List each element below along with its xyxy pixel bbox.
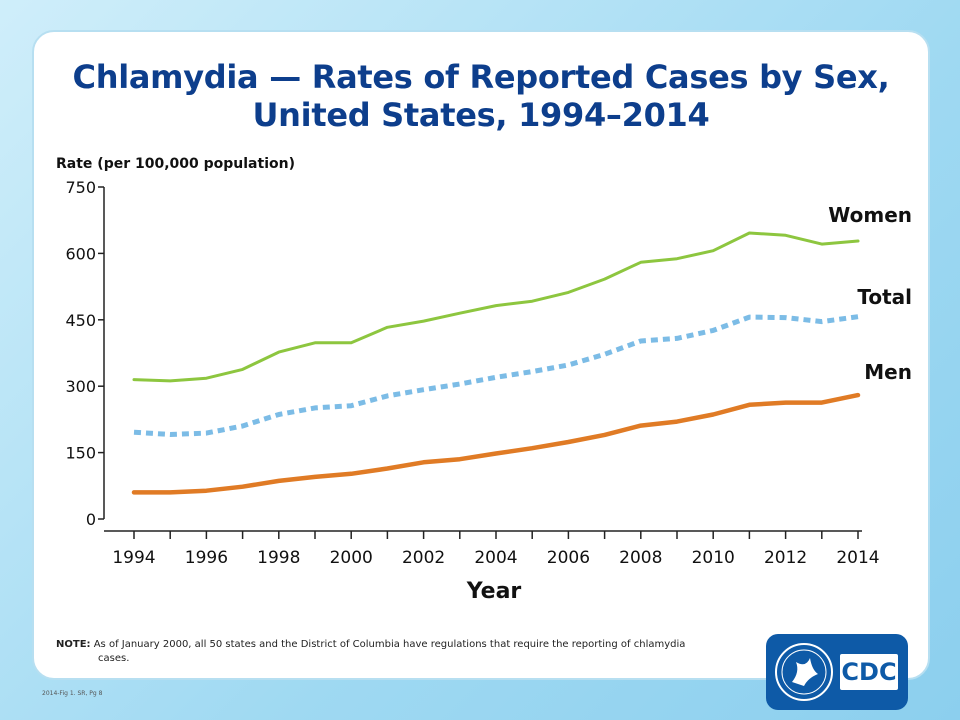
cdc-badge: CDC [840, 654, 898, 690]
hhs-seal-icon [775, 643, 833, 701]
y-tick-label: 600 [65, 244, 96, 263]
y-tick-label: 450 [65, 311, 96, 330]
cdc-logo-text: CDC [841, 658, 897, 686]
y-tick-label: 150 [65, 444, 96, 463]
y-tick-label: 300 [65, 377, 96, 396]
x-tick-label: 2000 [330, 548, 373, 568]
note-text-2: cases. [98, 653, 130, 664]
series-label-women: Women [828, 203, 912, 227]
note-text-1: As of January 2000, all 50 states and th… [93, 639, 686, 650]
y-tick-label: 750 [65, 178, 96, 197]
x-axis-label: Year [466, 579, 522, 604]
x-tick-label: 2014 [836, 548, 879, 568]
x-tick-label: 2010 [692, 548, 735, 568]
title-line-2: United States, 1994–2014 [252, 96, 710, 134]
x-tick-label: 2002 [402, 548, 445, 568]
x-tick-label: 2008 [619, 548, 662, 568]
x-tick-label: 2004 [474, 548, 517, 568]
chart-title: Chlamydia — Rates of Reported Cases by S… [32, 58, 930, 134]
x-tick-label: 1994 [112, 548, 155, 568]
content-panel [32, 30, 930, 680]
figure-reference: 2014-Fig 1. SR, Pg 8 [42, 690, 103, 697]
cdc-logo: CDC [766, 634, 908, 710]
series-line-women [132, 231, 860, 383]
x-tick-label: 1998 [257, 548, 300, 568]
series-line-total [133, 314, 859, 437]
y-axis-label: Rate (per 100,000 population) [56, 156, 295, 172]
x-tick-label: 1996 [185, 548, 228, 568]
note-label: NOTE: [56, 639, 91, 650]
title-line-1: Chlamydia — Rates of Reported Cases by S… [72, 58, 890, 96]
series-line-men [131, 392, 861, 495]
series-label-total: Total [857, 285, 912, 309]
chart-note: NOTE: As of January 2000, all 50 states … [56, 638, 706, 666]
x-tick-label: 2012 [764, 548, 807, 568]
y-tick-label: 0 [86, 510, 96, 529]
series-label-men: Men [864, 360, 912, 384]
x-tick-label: 2006 [547, 548, 590, 568]
